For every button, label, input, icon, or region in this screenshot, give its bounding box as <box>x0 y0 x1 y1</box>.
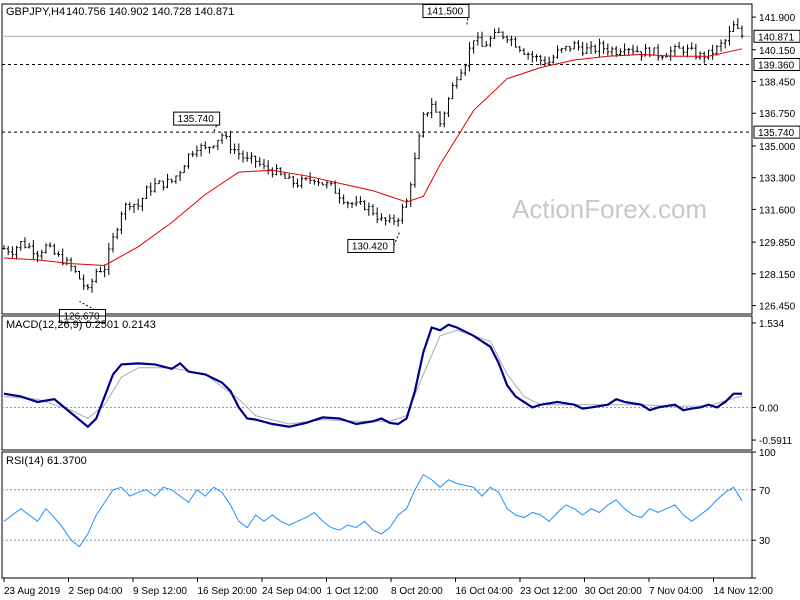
rsi-axis-ticks: 100 70 30 <box>752 448 776 579</box>
annotation-label: 141.500 <box>427 7 464 18</box>
current-price-tag-box <box>753 29 800 43</box>
time-tick-label: 1 Oct 12:00 <box>327 586 379 597</box>
price-tick-label: 126.450 <box>759 302 796 313</box>
macd-tick-label: 0.00 <box>759 403 779 414</box>
price-panel-frame <box>1 3 753 315</box>
time-axis: 23 Aug 2019 2 Sep 04:00 9 Sep 12:00 16 Sep … <box>3 578 774 597</box>
rsi-label: RSI(14) 61.3700 <box>6 455 87 467</box>
price-annotation: 141.500 <box>422 4 470 25</box>
moving-average-line <box>3 48 743 266</box>
macd-signal-line <box>3 329 743 425</box>
time-tick-label: 16 Sep 20:00 <box>198 586 258 597</box>
price-annotation: 130.420 <box>347 231 401 253</box>
time-tick-label: 8 Oct 20:00 <box>391 586 443 597</box>
price-panel: ActionForex.com 141.900 140.150 138.450 136… <box>1 3 800 323</box>
price-tick-label: 128.150 <box>759 270 796 281</box>
level-tag-box <box>753 125 800 139</box>
rsi-tick-label: 30 <box>759 536 771 547</box>
rsi-panel: 100 70 30 RSI(14) 61.3700 <box>1 448 776 579</box>
price-tick-label: 135.000 <box>759 142 796 153</box>
rsi-panel-frame <box>1 451 753 579</box>
macd-label: MACD(12,26,9) 0.2501 0.2143 <box>6 319 156 331</box>
rsi-tick-label: 70 <box>759 486 771 497</box>
time-tick-label: 16 Oct 04:00 <box>456 586 514 597</box>
price-tick-label: 131.600 <box>759 205 796 216</box>
macd-axis-ticks: 1.534 0.00 -0.5911 <box>752 319 793 447</box>
ohlc-header: 140.756 140.902 140.728 140.871 <box>66 6 234 18</box>
annotation-label: 135.740 <box>178 114 215 125</box>
annotation-label: 130.420 <box>352 241 389 252</box>
annotation-box <box>422 4 470 19</box>
level-tag-box <box>753 58 800 72</box>
macd-tick-label: 1.534 <box>759 319 784 330</box>
price-tick-label: 129.850 <box>759 238 796 249</box>
current-price-tag-label: 140.871 <box>758 32 795 43</box>
price-tick-label: 140.150 <box>759 46 796 57</box>
annotation-box <box>347 238 395 253</box>
level-tag: 135.740 <box>753 125 800 139</box>
annotation-label: 126.670 <box>63 311 100 322</box>
rsi-tick-label: 100 <box>759 448 776 459</box>
time-tick-label: 23 Oct 12:00 <box>520 586 578 597</box>
annotation-leader <box>213 117 221 133</box>
rsi-line <box>3 473 743 548</box>
candles <box>2 18 744 293</box>
watermark: ActionForex.com <box>512 194 707 224</box>
macd-line <box>3 323 742 429</box>
level-tag: 139.360 <box>753 58 800 72</box>
current-price-tag: 140.871 <box>753 29 800 43</box>
price-tick-label: 141.900 <box>759 13 796 24</box>
price-levels <box>2 35 752 133</box>
macd-panel: 1.534 0.00 -0.5911 MACD(12,26,9) 0.2501 0.… <box>1 315 793 451</box>
time-tick-label: 9 Sep 12:00 <box>133 586 187 597</box>
price-tick-label: 133.300 <box>759 174 796 185</box>
time-tick-label: 24 Sep 04:00 <box>262 586 322 597</box>
macd-panel-frame <box>1 315 753 451</box>
price-tick-label: 136.750 <box>759 109 796 120</box>
price-annotation: 135.740 <box>173 111 221 133</box>
rsi-levels <box>2 489 752 541</box>
macd-tick-label: -0.5911 <box>759 436 793 447</box>
time-tick-label: 2 Sep 04:00 <box>69 586 123 597</box>
level-tag-label: 139.360 <box>758 61 795 72</box>
time-tick-label: 23 Aug 2019 <box>4 586 61 597</box>
price-axis-ticks: 141.900 140.150 138.450 136.750 135.000 133.3… <box>752 13 800 313</box>
time-tick-label: 14 Nov 12:00 <box>714 586 774 597</box>
level-tag-label: 135.740 <box>758 128 795 139</box>
annotation-box <box>173 111 221 126</box>
price-tick-label: 138.450 <box>759 78 796 89</box>
annotation-leader <box>393 231 401 246</box>
chart-title: GBPJPY,H4 <box>6 6 65 18</box>
time-tick-label: 7 Nov 04:00 <box>649 586 703 597</box>
time-tick-label: 30 Oct 20:00 <box>585 586 643 597</box>
